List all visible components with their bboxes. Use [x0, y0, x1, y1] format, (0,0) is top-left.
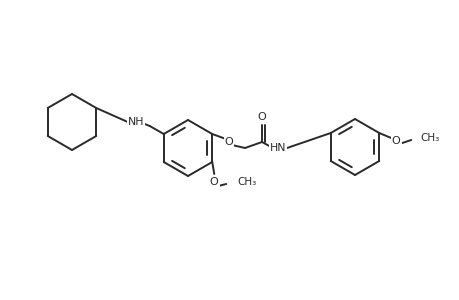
Text: NH: NH — [127, 117, 144, 127]
Text: O: O — [391, 136, 400, 146]
Text: O: O — [209, 177, 218, 187]
Text: CH₃: CH₃ — [237, 177, 256, 187]
Text: O: O — [224, 137, 233, 147]
Text: CH₃: CH₃ — [420, 133, 438, 143]
Text: O: O — [257, 112, 266, 122]
Text: HN: HN — [269, 143, 285, 153]
